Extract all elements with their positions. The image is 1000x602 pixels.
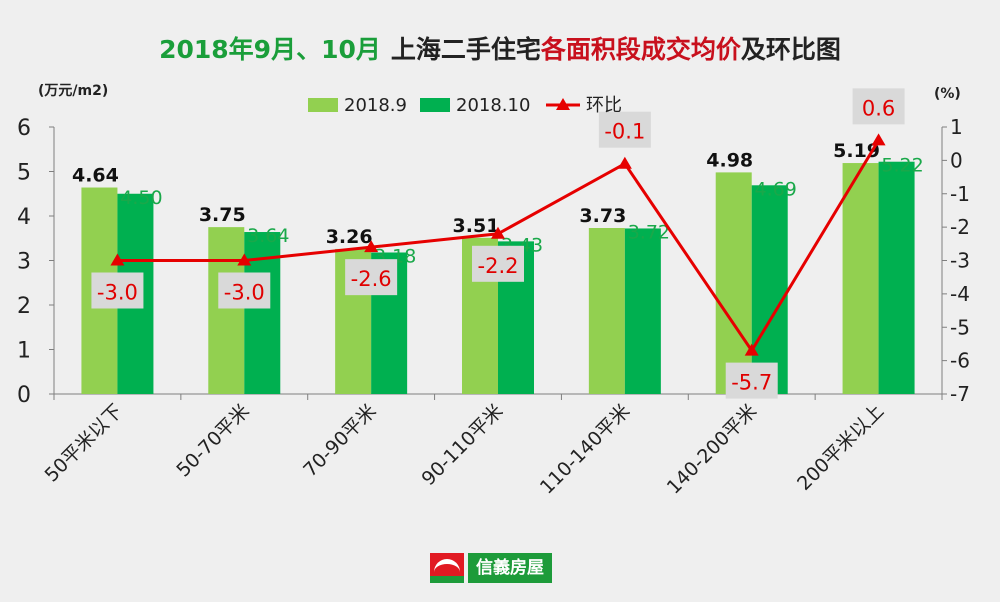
- left-axis-tick-label: 4: [17, 205, 31, 230]
- mom-marker: [364, 240, 379, 253]
- title-date: 2018年9月、10月: [159, 35, 381, 64]
- mom-label: -2.2: [478, 254, 519, 278]
- legend-marker-mom: [556, 98, 570, 110]
- category-label: 50-70平米: [172, 400, 253, 481]
- bar-label-2018-9: 4.64: [72, 165, 119, 187]
- mom-label-box: [345, 259, 398, 296]
- brand-logo: 信義房屋: [430, 553, 552, 583]
- mom-label: -3.0: [224, 281, 265, 305]
- category-label: 110-140平米: [536, 400, 635, 499]
- left-axis-unit: (万元/m2): [38, 83, 109, 99]
- brand-logo-icon: [430, 553, 464, 583]
- category-label: 90-110平米: [418, 400, 508, 490]
- bar-2018-9: [842, 163, 879, 394]
- bar-label-2018-10: 4.69: [755, 178, 797, 200]
- category-label: 140-200平米: [663, 400, 762, 499]
- mom-label-box: [472, 245, 524, 282]
- bar-label-2018-9: 3.51: [453, 215, 500, 237]
- chart-title: 2018年9月、10月 上海二手住宅各面积段成交均价及环比图: [0, 30, 1000, 66]
- mom-marker: [871, 133, 886, 146]
- mom-label-box: [91, 272, 144, 309]
- mom-label: -3.0: [97, 281, 138, 305]
- right-axis-tick-label: -7: [950, 382, 970, 406]
- bar-2018-9: [715, 172, 752, 394]
- right-axis-tick-label: -1: [950, 182, 970, 206]
- bar-label-2018-9: 3.73: [579, 205, 626, 227]
- bar-label-2018-9: 3.75: [199, 204, 246, 226]
- mom-marker: [237, 253, 252, 266]
- mom-marker: [617, 156, 632, 169]
- mom-marker: [110, 253, 125, 266]
- legend-swatch-2018-10: [420, 98, 450, 112]
- bar-2018-10: [624, 228, 661, 394]
- mom-label-box: [218, 272, 271, 309]
- right-axis-tick-label: 0: [950, 148, 963, 172]
- title-city: 上海二手住宅: [390, 35, 541, 64]
- bar-2018-10: [751, 185, 788, 394]
- left-axis-tick-label: 5: [17, 161, 31, 186]
- mom-label-box: [852, 88, 905, 125]
- legend-label-mom: 环比: [586, 95, 622, 116]
- category-label: 70-90平米: [299, 400, 380, 481]
- left-axis-tick-label: 1: [17, 339, 31, 364]
- right-axis-tick-label: -2: [950, 215, 970, 239]
- mom-marker: [491, 226, 505, 239]
- bar-label-2018-9: 4.98: [706, 149, 753, 171]
- title-subject: 各面积段成交均价: [540, 35, 741, 64]
- mom-label: -2.6: [351, 267, 392, 291]
- mom-label: -0.1: [604, 120, 645, 144]
- left-axis-tick-label: 3: [17, 250, 31, 275]
- legend-swatch-2018-9: [308, 98, 338, 112]
- mom-label-box: [725, 362, 778, 399]
- mom-marker: [744, 343, 759, 356]
- category-label: 50平米以下: [41, 400, 127, 486]
- right-axis-tick-label: -4: [950, 282, 970, 306]
- mom-label: -5.7: [731, 371, 772, 395]
- brand-name: 信義房屋: [468, 553, 552, 583]
- bar-label-2018-10: 3.72: [628, 221, 670, 243]
- left-axis-tick-label: 6: [17, 116, 31, 141]
- right-axis-unit: (%): [934, 86, 961, 102]
- mom-label: 0.6: [862, 96, 895, 120]
- left-axis-tick-label: 0: [17, 383, 31, 408]
- category-label: 200平米以上: [793, 400, 888, 495]
- right-axis-tick-label: 1: [950, 115, 963, 139]
- bar-label-2018-9: 3.26: [326, 226, 373, 248]
- mom-label-box: [598, 111, 651, 148]
- bar-2018-9: [208, 227, 245, 394]
- right-axis-tick-label: -6: [950, 349, 970, 373]
- left-axis-tick-label: 2: [17, 294, 31, 319]
- bar-label-2018-10: 4.50: [120, 187, 162, 209]
- bar-2018-10: [878, 161, 915, 394]
- right-axis-tick-label: -3: [950, 249, 970, 273]
- title-suffix: 及环比图: [740, 35, 841, 64]
- legend-label-2018-10: 2018.10: [456, 95, 530, 116]
- bar-label-2018-10: 3.64: [247, 225, 289, 247]
- bar-2018-9: [588, 228, 625, 394]
- bar-label-2018-10: 5.22: [881, 155, 923, 177]
- right-axis-tick-label: -5: [950, 315, 970, 339]
- legend-label-2018-9: 2018.9: [344, 95, 407, 116]
